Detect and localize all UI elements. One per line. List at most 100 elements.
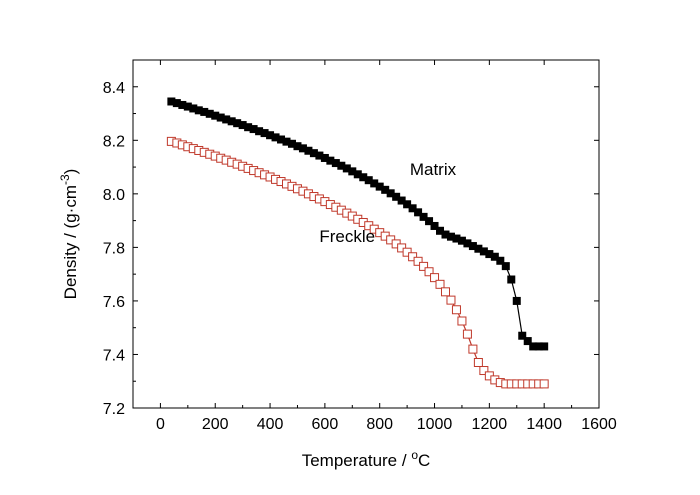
data-point-matrix [414,208,423,217]
data-point-matrix [540,342,549,351]
data-point-matrix [227,117,236,126]
data-point-matrix [167,97,176,106]
data-point-matrix [244,123,253,132]
x-tick-label: 1400 [526,416,562,433]
y-axis-ticks: 7.2 7.4 7.6 7.8 8.0 8.2 8.4 [103,59,599,418]
y-tick-label: 7.2 [103,401,125,418]
data-point-freckle [457,316,467,326]
data-point-matrix [512,296,521,305]
y-tick-label: 8.4 [103,80,125,97]
data-point-freckle [430,273,440,283]
data-point-matrix [386,189,395,198]
y-axis-title-sup: -3 [58,174,72,185]
data-point-matrix [463,239,472,248]
data-point-freckle [402,247,412,257]
data-point-matrix [353,170,362,179]
x-axis-title-text: Temperature / [302,451,412,470]
x-tick-label: 600 [312,416,339,433]
data-point-matrix [375,182,384,191]
y-tick-label: 8.2 [103,133,125,150]
data-point-freckle [408,252,418,262]
y-tick-label: 7.6 [103,294,125,311]
data-point-matrix [403,200,412,209]
x-tick-label: 1200 [472,416,508,433]
data-point-matrix [304,146,313,155]
data-point-matrix [194,106,203,115]
data-point-matrix [496,256,505,265]
data-point-matrix [309,149,318,158]
data-point-matrix [277,135,286,144]
x-axis-title-sup: o [411,448,418,462]
y-tick-label: 7.8 [103,240,125,257]
data-point-matrix [452,234,461,243]
data-point-matrix [441,230,450,239]
data-point-matrix [266,131,275,140]
data-point-freckle [462,329,472,339]
data-point-matrix [397,196,406,205]
x-axis-title: Temperature / oC [302,448,431,470]
data-point-matrix [468,242,477,251]
data-point-matrix [474,244,483,253]
data-point-matrix [189,104,198,113]
plot-frame [132,59,600,409]
data-point-matrix [446,232,455,241]
data-point-freckle [435,279,445,289]
data-point-matrix [348,167,357,176]
data-point-matrix [529,342,538,351]
data-point-matrix [200,107,209,116]
data-point-matrix [359,173,368,182]
y-tick-label: 8.0 [103,187,125,204]
data-point-matrix [249,125,258,134]
data-point-matrix [211,111,220,120]
data-point-matrix [381,185,390,194]
data-point-matrix [293,142,302,151]
series-line-matrix [171,100,545,348]
y-axis-title-text: Density / (g·cm [61,185,80,299]
data-point-matrix [479,247,488,256]
x-tick-label: 400 [257,416,284,433]
data-point-freckle [413,256,423,266]
x-axis-ticks: 0 200 400 600 800 1000 1200 1400 1600 [132,60,617,433]
data-point-matrix [315,151,324,160]
data-point-matrix [271,133,280,142]
data-point-matrix [430,221,439,230]
data-point-matrix [320,153,329,162]
data-point-matrix [222,115,231,124]
data-point-matrix [523,337,532,346]
y-axis-title-close: ) [61,169,80,175]
data-point-matrix [436,226,445,235]
data-point-matrix [419,212,428,221]
data-point-matrix [501,262,510,271]
data-point-matrix [183,102,192,111]
data-point-matrix [490,252,499,261]
data-point-freckle [440,287,450,297]
data-point-freckle [446,295,456,305]
x-tick-label: 800 [366,416,393,433]
data-point-matrix [485,250,494,259]
data-point-matrix [260,129,269,138]
data-point-matrix [337,161,346,170]
data-point-freckle [419,261,429,271]
data-point-freckle [424,267,434,277]
data-point-freckle [479,366,489,376]
data-point-matrix [238,121,247,130]
x-tick-label: 200 [202,416,229,433]
x-tick-label: 0 [156,416,165,433]
data-point-matrix [178,100,187,109]
data-point-matrix [233,119,242,128]
data-point-matrix [287,139,296,148]
data-point-matrix [326,156,335,165]
data-point-matrix [425,217,434,226]
data-point-freckle [539,379,549,389]
data-point-matrix [364,176,373,185]
data-point-matrix [216,113,225,122]
data-point-matrix [255,127,264,136]
series-label-matrix: Matrix [410,160,457,179]
data-point-matrix [518,331,527,340]
data-point-matrix [342,164,351,173]
x-axis-title-unit: C [418,451,430,470]
data-point-matrix [392,192,401,201]
x-tick-label: 1000 [417,416,453,433]
data-point-matrix [457,236,466,245]
